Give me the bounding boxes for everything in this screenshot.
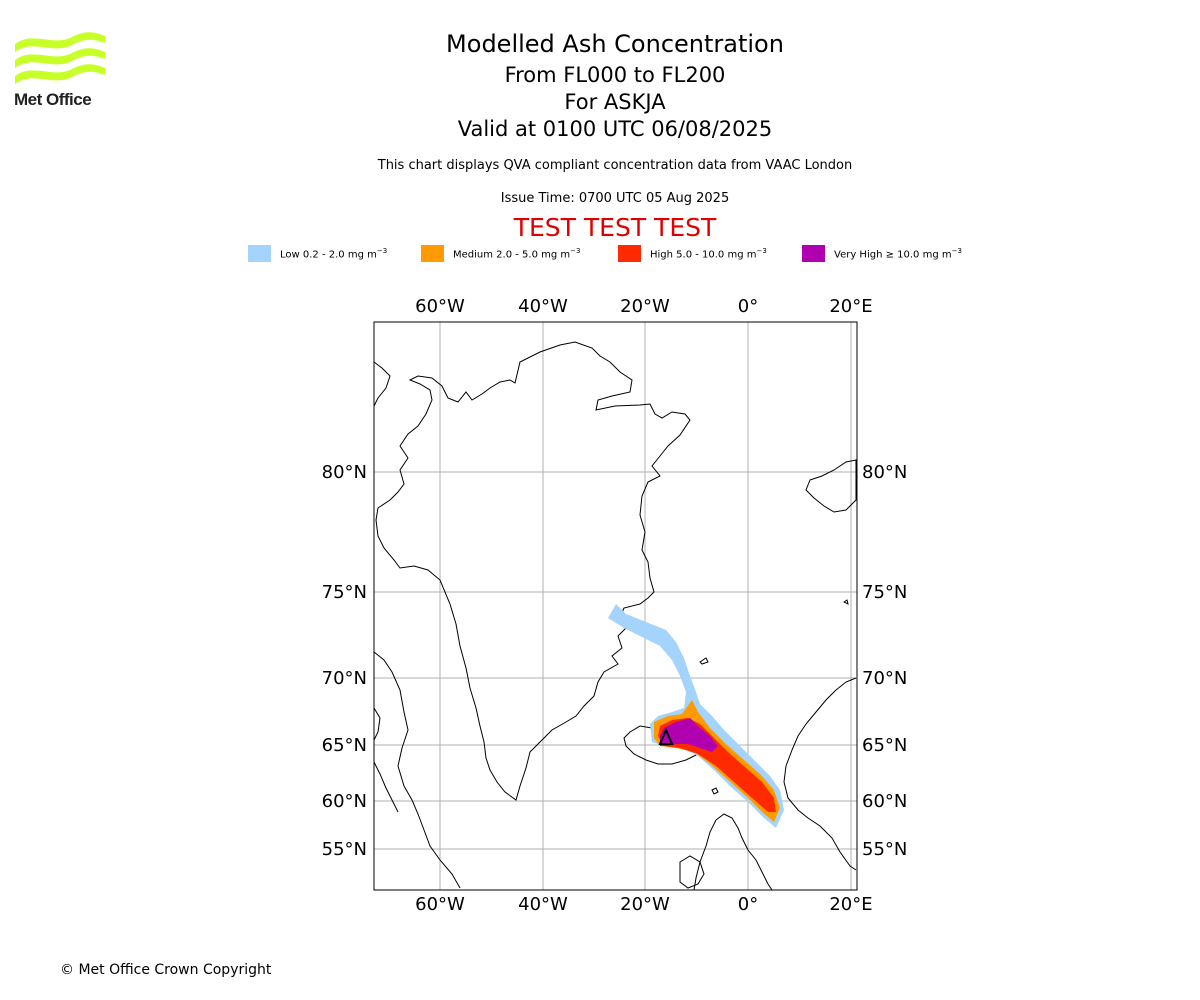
map-frame — [373, 321, 858, 891]
lat-label-right: 60°N — [862, 791, 907, 812]
legend-label-high: High 5.0 - 10.0 mg m−3 — [650, 247, 767, 261]
ash-plume — [608, 604, 784, 828]
lon-label-top: 0° — [738, 296, 758, 317]
lon-label-bottom: 60°W — [415, 894, 465, 915]
lat-label-right: 70°N — [862, 668, 907, 689]
coast-faroe — [711, 787, 719, 795]
lon-label-top: 40°W — [518, 296, 568, 317]
test-banner: TEST TEST TEST — [513, 213, 717, 242]
lat-label-right: 80°N — [862, 462, 907, 483]
chart-title: Modelled Ash Concentration — [446, 30, 784, 58]
coast-canadian-arctic — [374, 361, 391, 407]
coast-greenland — [375, 341, 691, 801]
legend-swatch-low — [248, 245, 271, 262]
volcano-name: For ASKJA — [564, 90, 666, 114]
lat-labels-left: 80°N 75°N 70°N 65°N 60°N 55°N — [322, 462, 367, 860]
legend-swatch-very-high — [802, 245, 825, 262]
volcano-marker-icon — [658, 727, 674, 745]
coast-uk — [715, 813, 773, 890]
lon-label-bottom: 20°E — [829, 894, 872, 915]
lon-label-bottom: 0° — [738, 894, 758, 915]
lat-label-left: 55°N — [322, 839, 367, 860]
lat-label-left: 80°N — [322, 462, 367, 483]
legend-label-medium: Medium 2.0 - 5.0 mg m−3 — [453, 247, 581, 261]
lon-label-bottom: 20°W — [620, 894, 670, 915]
coast-svalbard — [805, 459, 857, 513]
lat-labels-right: 80°N 75°N 70°N 65°N 60°N 55°N — [862, 462, 907, 860]
lat-label-left: 65°N — [322, 735, 367, 756]
coast-baffin — [374, 651, 461, 889]
coast-uk-west — [693, 819, 717, 890]
chart-description: This chart displays QVA compliant concen… — [377, 158, 853, 173]
legend-label-low: Low 0.2 - 2.0 mg m−3 — [280, 247, 388, 261]
valid-time: Valid at 0100 UTC 06/08/2025 — [457, 117, 773, 141]
logo-text: Met Office — [14, 90, 92, 109]
legend-label-very-high: Very High ≥ 10.0 mg m−3 — [834, 247, 962, 261]
lat-label-right: 65°N — [862, 735, 907, 756]
coast-jan-mayen — [699, 657, 709, 665]
lat-label-left: 60°N — [322, 791, 367, 812]
ash-very-high-concentration — [660, 718, 718, 752]
coast-small-island — [843, 599, 849, 605]
coast-baffin-island-left — [374, 707, 381, 741]
lon-label-top: 20°E — [829, 296, 872, 317]
copyright-notice: © Met Office Crown Copyright — [60, 962, 272, 978]
met-office-wave-icon — [15, 32, 105, 84]
lon-labels-bottom: 60°W 40°W 20°W 0° 20°E — [415, 894, 872, 915]
met-office-logo: Met Office — [14, 30, 106, 112]
coast-scandinavia — [783, 677, 857, 871]
issue-time: Issue Time: 0700 UTC 05 Aug 2025 — [500, 191, 730, 206]
coast-labrador — [374, 761, 399, 813]
lat-label-left: 75°N — [322, 582, 367, 603]
legend-swatch-medium — [421, 245, 444, 262]
lon-label-top: 60°W — [415, 296, 465, 317]
legend-swatch-high — [618, 245, 641, 262]
lat-label-right: 75°N — [862, 582, 907, 603]
lon-labels-top: 60°W 40°W 20°W 0° 20°E — [415, 296, 872, 317]
flight-level-range: From FL000 to FL200 — [504, 63, 726, 87]
lon-label-bottom: 40°W — [518, 894, 568, 915]
lat-label-left: 70°N — [322, 668, 367, 689]
coast-ireland — [679, 855, 705, 889]
lat-label-right: 55°N — [862, 839, 907, 860]
lon-label-top: 20°W — [620, 296, 670, 317]
